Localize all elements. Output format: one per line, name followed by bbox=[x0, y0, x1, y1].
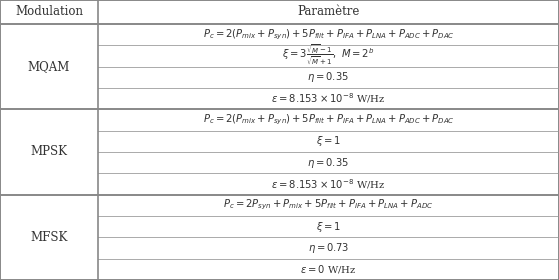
Text: $\varepsilon = 8.153 \times 10^{-8}$ W/Hz: $\varepsilon = 8.153 \times 10^{-8}$ W/H… bbox=[271, 92, 386, 106]
Text: $\xi = 3\frac{\sqrt{M}-1}{\sqrt{M}+1},\ M = 2^b$: $\xi = 3\frac{\sqrt{M}-1}{\sqrt{M}+1},\ … bbox=[282, 43, 375, 68]
Text: $P_c = 2(P_{mix} + P_{syn}) + 5P_{filt} + P_{IFA} + P_{LNA} + P_{ADC} + P_{DAC}$: $P_c = 2(P_{mix} + P_{syn}) + 5P_{filt} … bbox=[202, 27, 454, 42]
Text: $\eta = 0.35$: $\eta = 0.35$ bbox=[307, 156, 349, 170]
Text: MPSK: MPSK bbox=[30, 145, 68, 158]
Text: $\varepsilon = 8.153 \times 10^{-8}$ W/Hz: $\varepsilon = 8.153 \times 10^{-8}$ W/H… bbox=[271, 177, 386, 191]
Text: $\eta = 0.73$: $\eta = 0.73$ bbox=[308, 241, 349, 255]
Text: MFSK: MFSK bbox=[30, 231, 68, 244]
Text: $P_c = 2P_{syn} + P_{mix} + 5P_{filt} + P_{IFA} + P_{LNA} + P_{ADC}$: $P_c = 2P_{syn} + P_{mix} + 5P_{filt} + … bbox=[223, 198, 434, 213]
Text: $\xi = 1$: $\xi = 1$ bbox=[316, 134, 341, 148]
Text: $\varepsilon = 0$ W/Hz: $\varepsilon = 0$ W/Hz bbox=[300, 263, 357, 275]
Text: $\eta = 0.35$: $\eta = 0.35$ bbox=[307, 70, 349, 84]
Text: Modulation: Modulation bbox=[15, 5, 83, 18]
Text: $P_c = 2(P_{mix} + P_{syn}) + 5P_{filt} + P_{IFA} + P_{LNA} + P_{ADC} + P_{DAC}$: $P_c = 2(P_{mix} + P_{syn}) + 5P_{filt} … bbox=[202, 113, 454, 127]
Text: Paramètre: Paramètre bbox=[297, 5, 359, 18]
Text: $\xi = 1$: $\xi = 1$ bbox=[316, 220, 341, 234]
Text: MQAM: MQAM bbox=[28, 60, 70, 73]
